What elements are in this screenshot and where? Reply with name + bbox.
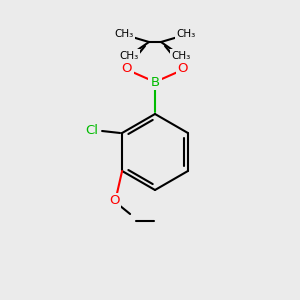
Text: CH₃: CH₃: [119, 51, 139, 61]
Text: CH₃: CH₃: [171, 51, 190, 61]
Text: B: B: [150, 76, 160, 88]
Text: Cl: Cl: [85, 124, 99, 137]
Text: O: O: [122, 61, 132, 74]
Text: O: O: [109, 194, 119, 208]
Text: CH₃: CH₃: [114, 29, 134, 39]
Text: O: O: [178, 61, 188, 74]
Text: CH₃: CH₃: [176, 29, 196, 39]
